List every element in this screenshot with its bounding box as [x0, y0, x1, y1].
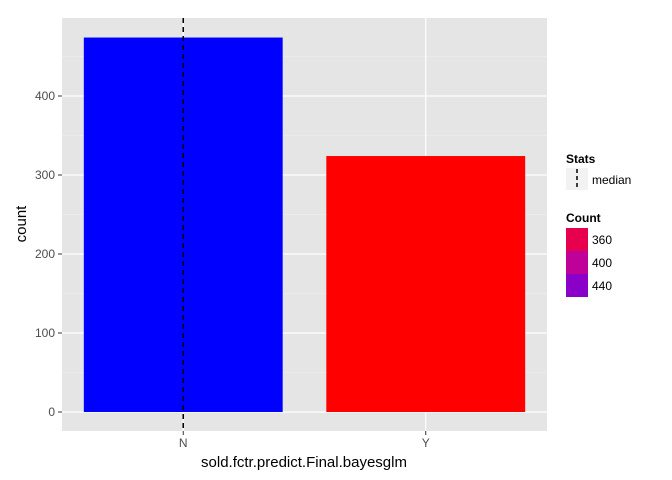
legend-count-title: Count	[566, 211, 601, 225]
bar-Y	[326, 156, 526, 412]
legend-median-label: median	[592, 173, 631, 187]
y-tick-label: 100	[35, 326, 55, 340]
y-tick-label: 0	[48, 405, 55, 419]
y-axis: 0 100 200 300 400	[35, 89, 62, 419]
y-tick-label: 200	[35, 247, 55, 261]
legend-count-swatch	[566, 274, 588, 297]
y-tick-label: 300	[35, 168, 55, 182]
legend-count-label: 440	[592, 279, 612, 293]
legend-count-swatch	[566, 251, 588, 274]
legend-stats-title: Stats	[566, 152, 596, 166]
x-tick-label: N	[179, 436, 188, 450]
legend-count-label: 360	[592, 233, 612, 247]
legend-count-label: 400	[592, 256, 612, 270]
legend-count-swatch	[566, 228, 588, 251]
y-tick-label: 400	[35, 89, 55, 103]
y-axis-title: count	[13, 205, 30, 243]
x-axis-title: sold.fctr.predict.Final.bayesglm	[201, 454, 407, 471]
legend-count: Count 360 400 440	[566, 211, 612, 297]
legend-stats: Stats median	[566, 152, 631, 190]
x-tick-label: Y	[422, 436, 430, 450]
